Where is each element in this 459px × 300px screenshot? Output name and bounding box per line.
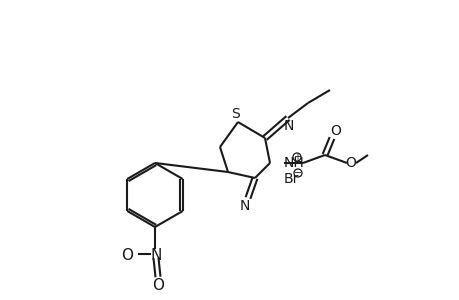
Text: S: S bbox=[231, 107, 240, 121]
Text: N: N bbox=[283, 119, 294, 133]
Text: O: O bbox=[345, 156, 356, 170]
Text: +: + bbox=[292, 152, 300, 162]
Text: N: N bbox=[239, 199, 250, 213]
Text: N: N bbox=[150, 248, 161, 263]
Text: −: − bbox=[293, 168, 302, 178]
Text: NH: NH bbox=[283, 156, 304, 170]
Text: O: O bbox=[330, 124, 341, 138]
Text: Br: Br bbox=[283, 172, 299, 186]
Text: O: O bbox=[121, 248, 133, 262]
Text: O: O bbox=[151, 278, 164, 293]
